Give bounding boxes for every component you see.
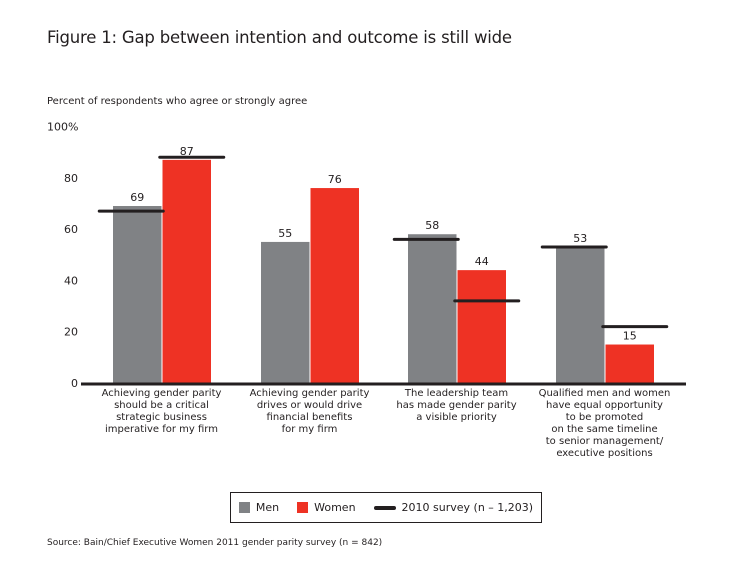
x-category-label-line: has made gender parity [396,400,517,411]
data-label-women: 15 [623,330,637,343]
x-category-label-line: financial benefits [266,412,353,423]
data-label-men: 55 [278,227,292,240]
data-label-women: 76 [328,173,342,186]
x-category-label-line: Achieving gender parity [249,388,370,399]
y-tick-label: 100% [47,121,78,134]
x-category-label: Achieving gender parity should be a criti… [87,388,237,436]
legend: Men Women 2010 survey (n – 1,203) [230,492,542,523]
y-tick-label: 20 [64,326,78,339]
x-category-label-line: drives or would drive [256,400,363,411]
x-category-label-line: to be promoted [565,412,644,423]
data-label-men: 58 [425,219,439,232]
bar-men [556,247,605,383]
x-category-label-line: imperative for my firm [105,424,218,435]
x-category-label-line: strategic business [116,412,207,423]
y-axis-label: Percent of respondents who agree or stro… [47,96,308,107]
bar-men [113,206,162,383]
legend-item-2010-survey: 2010 survey (n – 1,203) [373,501,534,514]
bar-men [261,241,310,383]
x-category-label-line: to senior management/ [545,436,664,447]
x-category-label-line: should be a critical [114,400,209,411]
legend-label-2010-survey: 2010 survey (n – 1,203) [401,501,534,514]
legend-label-men: Men [255,501,280,514]
legend-item-women: Women [297,501,356,514]
y-tick-label: 40 [64,274,78,287]
x-category-label: The leadership team has made gender parit… [382,388,532,424]
legend-swatch-women [297,502,309,513]
data-label-men: 69 [130,191,144,204]
legend-label-women: Women [314,501,356,514]
legend-swatch-men [238,502,250,513]
x-category-label-line: The leadership team [404,388,509,399]
bar-women [310,188,359,383]
legend-item-men: Men [238,501,280,514]
bar-women [605,344,654,383]
y-tick-label: 0 [71,377,78,390]
y-tick-label: 60 [64,223,78,236]
chart-title: Figure 1: Gap between intention and outc… [47,28,512,47]
bar-women [457,270,506,383]
x-category-label-line: Qualified men and women [538,388,671,399]
source-note: Source: Bain/Chief Executive Women 2011 … [47,538,383,548]
x-category-label-line: a visible priority [416,412,497,423]
bar-women [162,159,211,383]
data-label-men: 53 [573,232,587,245]
y-tick-label: 80 [64,172,78,185]
x-category-label-line: Achieving gender parity [101,388,222,399]
bar-men [408,234,457,383]
x-category-label-line: have equal opportunity [546,400,663,411]
data-label-women: 87 [180,145,194,158]
x-category-label-line: for my firm [281,424,338,435]
legend-swatch-2010-survey [373,505,396,510]
x-category-label-line: on the same timeline [551,424,658,435]
x-category-label: Achieving gender parity drives or would d… [235,388,385,436]
x-category-label: Qualified men and women have equal opport… [530,388,680,460]
x-category-label-line: executive positions [556,448,653,459]
data-label-women: 44 [475,255,489,268]
